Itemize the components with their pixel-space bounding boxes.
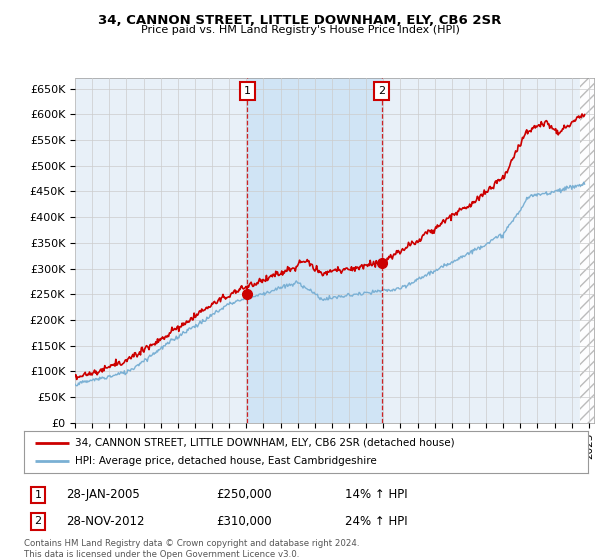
Text: 28-JAN-2005: 28-JAN-2005 bbox=[66, 488, 140, 501]
Text: 1: 1 bbox=[35, 490, 41, 500]
Bar bbox=[580, 78, 594, 423]
Text: Contains HM Land Registry data © Crown copyright and database right 2024.
This d: Contains HM Land Registry data © Crown c… bbox=[24, 539, 359, 559]
Text: Price paid vs. HM Land Registry's House Price Index (HPI): Price paid vs. HM Land Registry's House … bbox=[140, 25, 460, 35]
Text: 14% ↑ HPI: 14% ↑ HPI bbox=[346, 488, 408, 501]
Bar bbox=[580, 78, 594, 423]
Text: 2: 2 bbox=[35, 516, 41, 526]
Bar bbox=[247, 78, 382, 423]
Text: 34, CANNON STREET, LITTLE DOWNHAM, ELY, CB6 2SR: 34, CANNON STREET, LITTLE DOWNHAM, ELY, … bbox=[98, 14, 502, 27]
Text: 24% ↑ HPI: 24% ↑ HPI bbox=[346, 515, 408, 528]
Text: 34, CANNON STREET, LITTLE DOWNHAM, ELY, CB6 2SR (detached house): 34, CANNON STREET, LITTLE DOWNHAM, ELY, … bbox=[75, 438, 454, 448]
Text: £250,000: £250,000 bbox=[216, 488, 271, 501]
Text: HPI: Average price, detached house, East Cambridgeshire: HPI: Average price, detached house, East… bbox=[75, 456, 377, 466]
Text: 2: 2 bbox=[378, 86, 385, 96]
Text: 28-NOV-2012: 28-NOV-2012 bbox=[66, 515, 145, 528]
Text: £310,000: £310,000 bbox=[216, 515, 271, 528]
Text: 1: 1 bbox=[244, 86, 251, 96]
